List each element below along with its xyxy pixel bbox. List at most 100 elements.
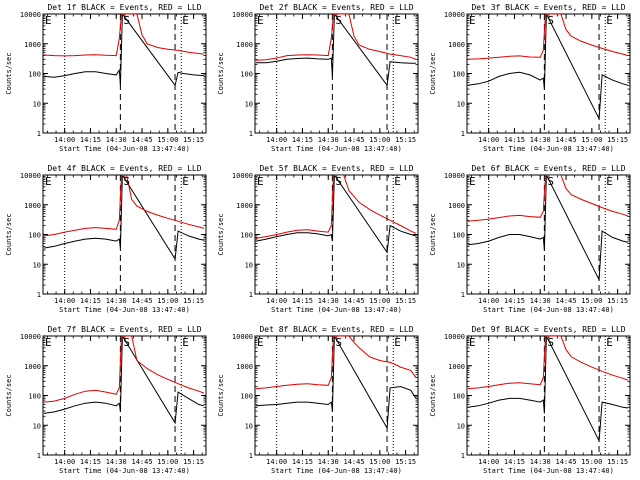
marker-label: E bbox=[394, 175, 401, 188]
x-axis-label: Start Time (04-Jun-08 13:47:40) bbox=[271, 145, 402, 153]
x-tick-label: 14:15 bbox=[80, 297, 101, 305]
x-axis-label: Start Time (04-Jun-08 13:47:40) bbox=[59, 145, 190, 153]
y-tick-label: 1000 bbox=[448, 41, 465, 49]
x-tick-label: 15:15 bbox=[607, 297, 628, 305]
plot-frame bbox=[42, 174, 207, 295]
x-tick-label: 15:15 bbox=[183, 297, 204, 305]
series-line-events bbox=[43, 175, 204, 261]
marker-label: E bbox=[45, 175, 52, 188]
x-tick-label: 14:45 bbox=[555, 458, 576, 466]
y-tick-label: 10000 bbox=[444, 333, 465, 341]
y-tick-label: 10000 bbox=[20, 333, 41, 341]
y-axis-label: Counts/sec bbox=[217, 374, 225, 416]
panel-det-1: Det 1f BLACK = Events, RED = LLD 1 10 100 10… bbox=[5, 3, 207, 153]
x-tick-label: 14:30 bbox=[530, 136, 551, 144]
y-tick-label: 1 bbox=[37, 291, 41, 299]
x-tick-label: 15:00 bbox=[157, 297, 178, 305]
x-tick-label: 14:00 bbox=[54, 136, 75, 144]
panel-title: Det 3f BLACK = Events, RED = LLD bbox=[471, 3, 625, 12]
x-tick-label: 15:00 bbox=[157, 458, 178, 466]
series-line-events bbox=[467, 175, 629, 282]
marker-label: E bbox=[182, 336, 189, 349]
x-tick-label: 14:45 bbox=[343, 458, 364, 466]
y-tick-label: 1 bbox=[249, 291, 253, 299]
marker-label: E bbox=[45, 14, 52, 27]
plot-frame bbox=[254, 13, 419, 134]
x-tick-label: 14:15 bbox=[504, 297, 525, 305]
y-axis-label: Counts/sec bbox=[217, 213, 225, 255]
x-tick-label: 14:00 bbox=[478, 297, 499, 305]
series-line-lld bbox=[467, 336, 629, 390]
y-tick-label: 10000 bbox=[20, 172, 41, 180]
x-tick-label: 14:45 bbox=[343, 136, 364, 144]
x-axis-label: Start Time (04-Jun-08 13:47:40) bbox=[483, 467, 614, 475]
marker-label: E bbox=[606, 14, 613, 27]
plot-frame bbox=[466, 13, 631, 134]
series-line-lld bbox=[43, 336, 205, 403]
panel-det-4: Det 4f BLACK = Events, RED = LLD 1 10 100 10… bbox=[5, 164, 207, 314]
series-line-lld bbox=[43, 14, 204, 57]
marker-label: S bbox=[123, 14, 130, 27]
marker-label: S bbox=[547, 14, 554, 27]
x-tick-label: 14:45 bbox=[555, 297, 576, 305]
x-tick-label: 14:00 bbox=[478, 136, 499, 144]
marker-label: E bbox=[182, 175, 189, 188]
marker-label: S bbox=[547, 175, 554, 188]
y-axis-label: Counts/sec bbox=[429, 213, 437, 255]
x-tick-label: 14:30 bbox=[106, 136, 127, 144]
series-line-lld bbox=[255, 14, 417, 61]
x-tick-label: 14:45 bbox=[343, 297, 364, 305]
plot-frame bbox=[254, 174, 419, 295]
x-tick-label: 15:15 bbox=[395, 136, 416, 144]
plot-frame bbox=[254, 335, 419, 456]
y-axis-label: Counts/sec bbox=[5, 52, 13, 94]
y-tick-label: 1000 bbox=[236, 41, 253, 49]
marker-label: S bbox=[335, 336, 342, 349]
x-tick-label: 14:30 bbox=[106, 458, 127, 466]
y-tick-label: 1 bbox=[37, 452, 41, 460]
marker-label: E bbox=[606, 336, 613, 349]
panel-det-8: Det 8f BLACK = Events, RED = LLD 1 10 100 10… bbox=[217, 325, 419, 475]
x-tick-label: 14:15 bbox=[504, 136, 525, 144]
x-tick-label: 14:00 bbox=[54, 458, 75, 466]
y-tick-label: 1 bbox=[461, 291, 465, 299]
marker-label: E bbox=[469, 336, 476, 349]
marker-label: E bbox=[45, 336, 52, 349]
y-tick-label: 10000 bbox=[232, 11, 253, 19]
x-tick-label: 14:45 bbox=[131, 297, 152, 305]
y-tick-label: 10 bbox=[457, 261, 465, 269]
x-axis-label: Start Time (04-Jun-08 13:47:40) bbox=[271, 467, 402, 475]
panel-det-2: Det 2f BLACK = Events, RED = LLD 1 10 100 10… bbox=[217, 3, 419, 153]
x-tick-label: 14:00 bbox=[266, 458, 287, 466]
y-tick-label: 1 bbox=[461, 452, 465, 460]
panel-title: Det 7f BLACK = Events, RED = LLD bbox=[47, 325, 201, 334]
x-tick-label: 14:30 bbox=[318, 136, 339, 144]
x-tick-label: 14:30 bbox=[318, 458, 339, 466]
y-tick-label: 10 bbox=[457, 100, 465, 108]
y-tick-label: 10 bbox=[245, 261, 253, 269]
x-tick-label: 15:15 bbox=[607, 458, 628, 466]
marker-label: E bbox=[257, 14, 264, 27]
y-tick-label: 1000 bbox=[236, 202, 253, 210]
x-tick-label: 14:15 bbox=[292, 458, 313, 466]
plot-frame bbox=[42, 335, 207, 456]
y-tick-label: 100 bbox=[28, 232, 41, 240]
y-tick-label: 1 bbox=[37, 130, 41, 138]
panel-title: Det 4f BLACK = Events, RED = LLD bbox=[47, 164, 201, 173]
x-tick-label: 14:45 bbox=[131, 136, 152, 144]
series-line-lld bbox=[467, 14, 629, 60]
series-line-events bbox=[255, 336, 417, 430]
y-tick-label: 1000 bbox=[24, 202, 41, 210]
series-line-events bbox=[255, 175, 417, 254]
x-tick-label: 14:00 bbox=[266, 297, 287, 305]
marker-label: E bbox=[606, 175, 613, 188]
panel-det-9: Det 9f BLACK = Events, RED = LLD 1 10 100 10… bbox=[429, 325, 631, 475]
y-axis-label: Counts/sec bbox=[5, 213, 13, 255]
x-tick-label: 15:00 bbox=[369, 297, 390, 305]
y-tick-label: 10000 bbox=[232, 172, 253, 180]
y-tick-label: 1 bbox=[461, 130, 465, 138]
marker-label: S bbox=[123, 175, 130, 188]
marker-label: S bbox=[335, 14, 342, 27]
marker-label: E bbox=[182, 14, 189, 27]
